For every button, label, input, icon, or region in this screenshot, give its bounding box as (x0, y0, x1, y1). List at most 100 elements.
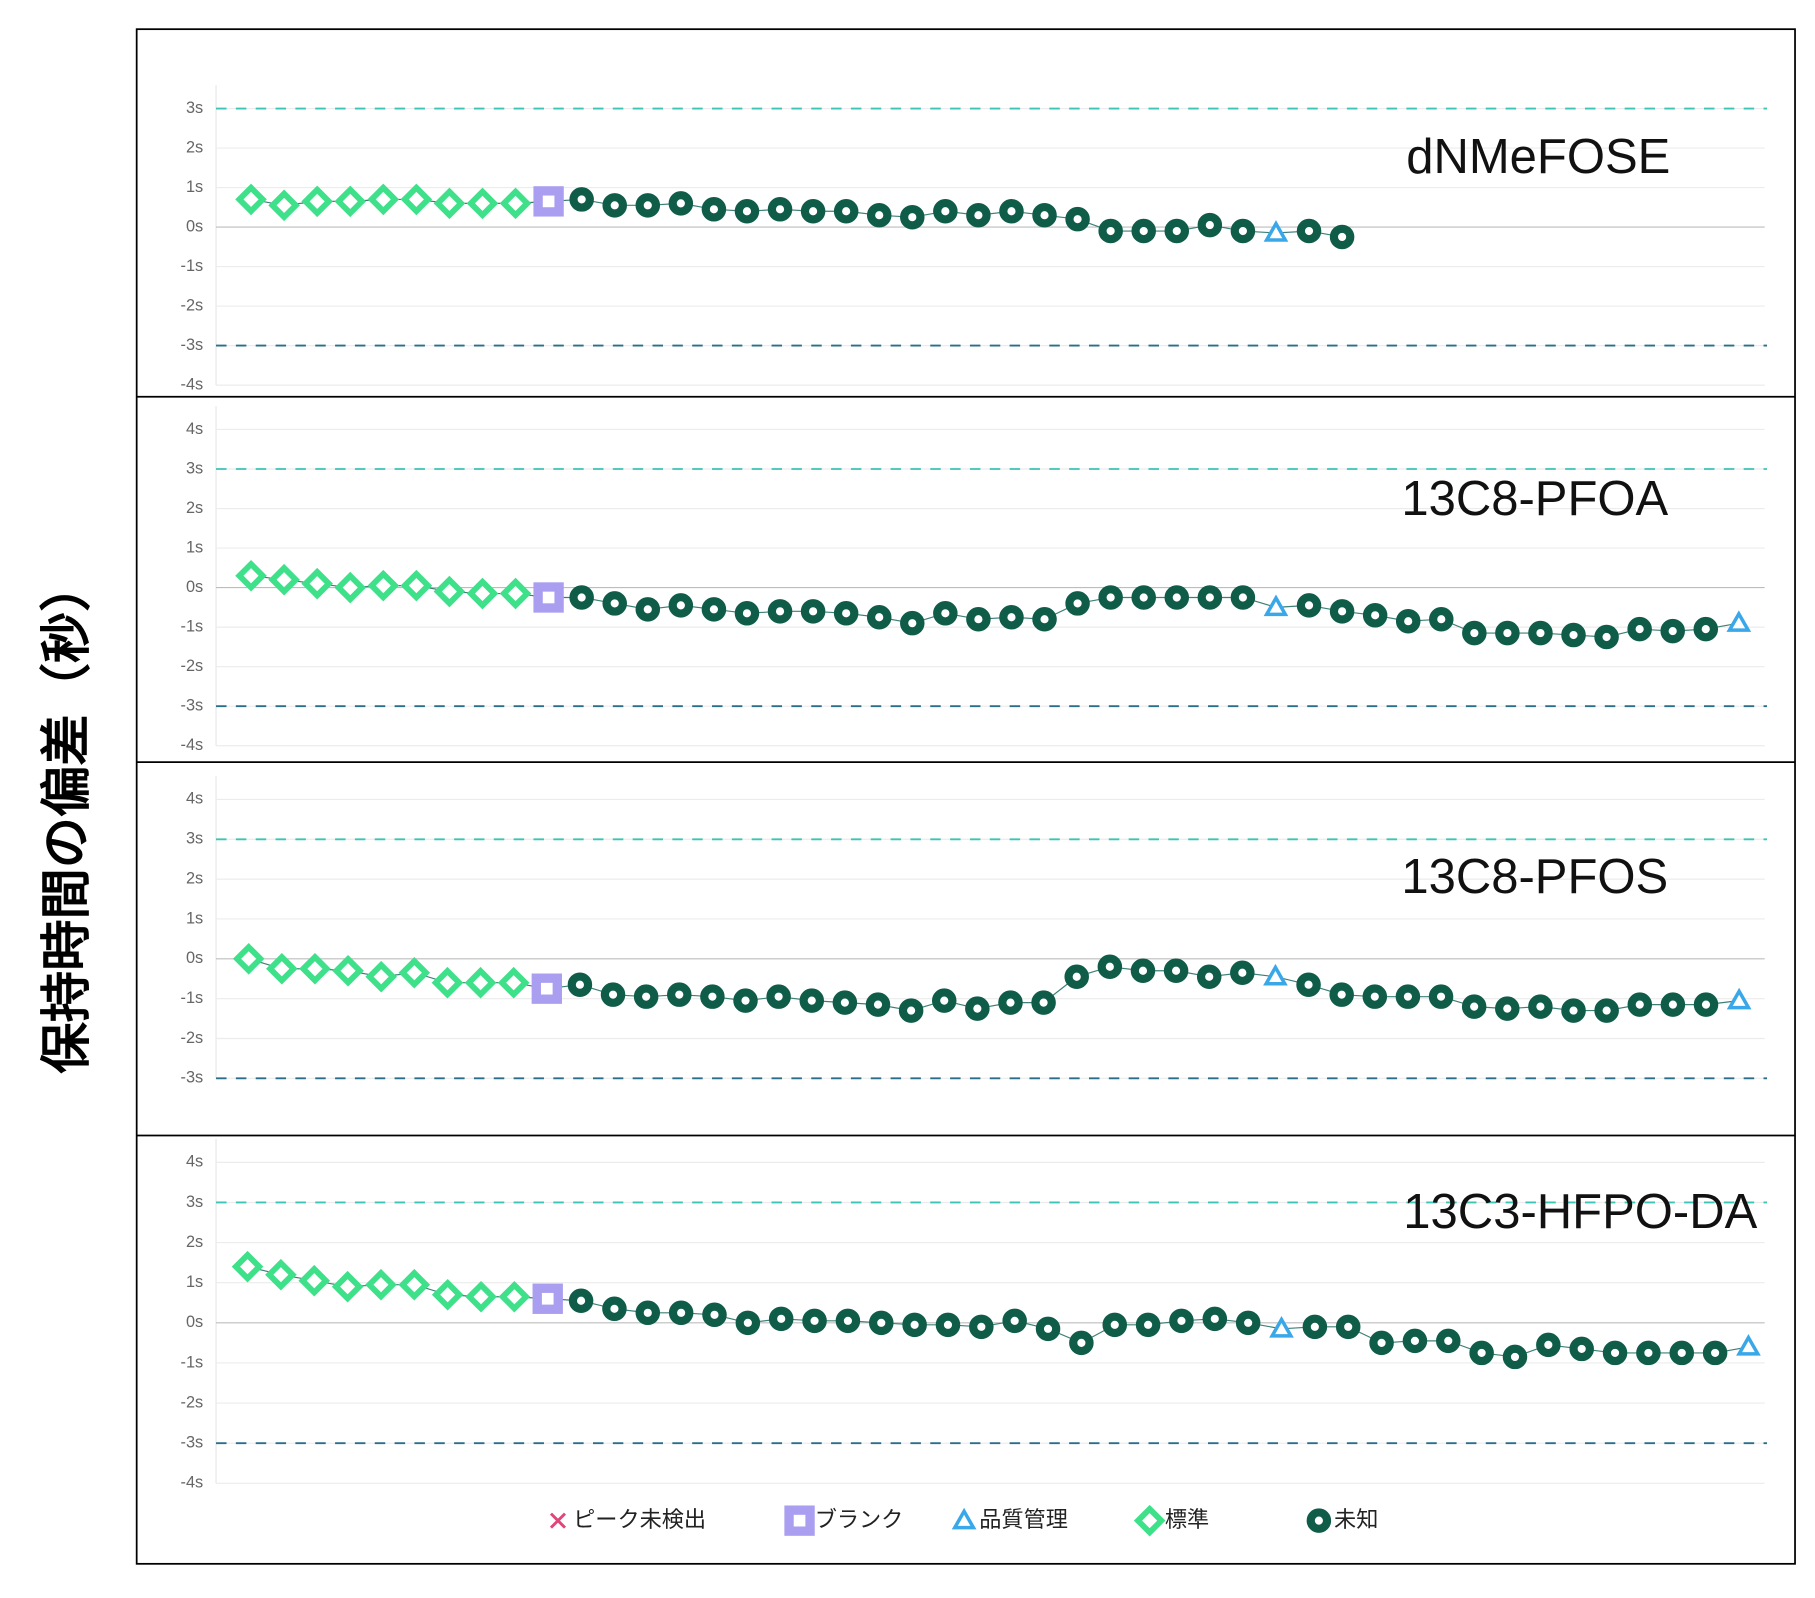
point (900, 204, 925, 230)
point (832, 990, 858, 1015)
point (400, 183, 433, 216)
point (735, 1310, 761, 1336)
point (1660, 992, 1686, 1017)
point (398, 956, 431, 989)
point (668, 593, 694, 618)
point (1362, 603, 1388, 628)
point (1130, 958, 1156, 984)
point (668, 191, 694, 216)
point (1230, 960, 1255, 986)
point (1627, 992, 1653, 1017)
point (569, 187, 594, 212)
point (265, 1258, 297, 1291)
point (1098, 585, 1123, 610)
point (602, 591, 627, 616)
point (869, 1310, 894, 1336)
legend-marker (951, 1507, 977, 1530)
point (1461, 994, 1487, 1019)
point (464, 966, 497, 999)
point (966, 202, 991, 228)
y-tick-label: 1s (186, 538, 203, 556)
y-tick-label: -1s (181, 989, 204, 1007)
point (1395, 984, 1421, 1009)
y-tick-label: 2s (186, 138, 203, 156)
point (1131, 585, 1156, 610)
point (533, 186, 564, 217)
point (365, 1268, 397, 1301)
point (833, 199, 859, 224)
point (1263, 220, 1289, 242)
y-tick-label: 3s (186, 1193, 203, 1211)
point (1395, 608, 1421, 634)
point (400, 569, 433, 602)
point (866, 604, 892, 630)
y-tick-label: -3s (181, 1069, 204, 1087)
y-tick-label: 3s (186, 830, 203, 848)
point (466, 187, 499, 220)
panel-title: 13C3-HFPO-DA (1403, 1185, 1757, 1239)
point (231, 1250, 264, 1283)
point (268, 563, 300, 596)
point (301, 185, 333, 218)
point (700, 984, 725, 1009)
legend-label: 未知 (1334, 1507, 1378, 1533)
point (1627, 616, 1652, 642)
point (301, 567, 333, 600)
point (1702, 1340, 1728, 1366)
point (398, 1268, 431, 1301)
point (367, 569, 400, 602)
point (969, 1314, 994, 1340)
point (1561, 622, 1586, 648)
legend-label: ピーク未検出 (573, 1507, 706, 1533)
point (1235, 1310, 1261, 1336)
point (935, 1312, 961, 1338)
point (499, 577, 532, 610)
point (1693, 616, 1719, 642)
y-tick-label: -1s (181, 617, 204, 635)
point (1135, 1312, 1161, 1338)
point (999, 199, 1024, 224)
y-tick-label: 2s (186, 499, 203, 517)
point (734, 199, 760, 224)
point (602, 193, 627, 218)
point (1329, 599, 1355, 624)
point (702, 1302, 727, 1328)
point (800, 199, 826, 224)
y-tick-label: -1s (181, 257, 204, 275)
point (1031, 990, 1056, 1015)
y-tick-label: -3s (181, 1433, 204, 1451)
point (1329, 224, 1355, 250)
point (1131, 218, 1156, 244)
point (768, 1306, 794, 1332)
y-tick-label: 3s (186, 99, 203, 117)
point (1102, 1312, 1127, 1338)
point (701, 597, 727, 622)
point (567, 972, 593, 997)
point (1197, 585, 1223, 610)
point (1528, 994, 1553, 1019)
point (602, 1296, 627, 1322)
point (965, 996, 990, 1021)
point (1263, 963, 1288, 986)
point (1169, 1308, 1194, 1334)
y-tick-label: -2s (181, 1393, 204, 1411)
point (499, 187, 532, 220)
point (1726, 610, 1752, 632)
point (667, 982, 692, 1007)
point (1032, 606, 1057, 632)
point (1402, 1328, 1428, 1354)
y-tick-label: 2s (186, 869, 203, 887)
panel-title: dNMeFOSE (1406, 130, 1670, 184)
point (298, 1264, 331, 1297)
point (799, 988, 825, 1013)
y-tick-label: 2s (186, 1233, 203, 1251)
point (1569, 1336, 1594, 1362)
point (332, 954, 364, 987)
point (1502, 1344, 1528, 1370)
point (998, 990, 1023, 1015)
point (466, 577, 499, 610)
point (1002, 1308, 1027, 1334)
y-tick-label: -2s (181, 657, 204, 675)
y-tick-label: -2s (181, 296, 204, 314)
point (1495, 996, 1520, 1021)
